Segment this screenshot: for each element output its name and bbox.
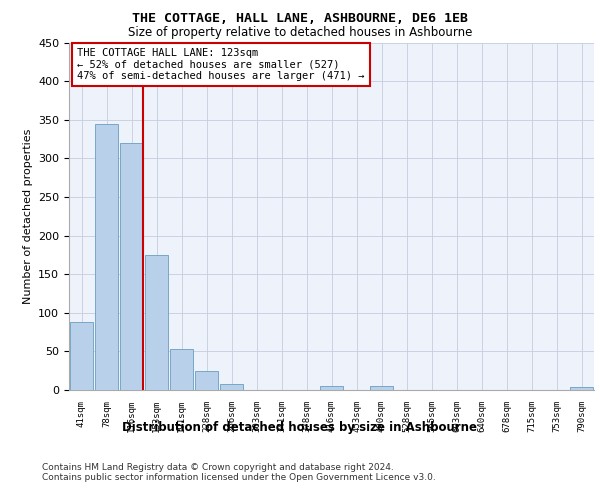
Text: Distribution of detached houses by size in Ashbourne: Distribution of detached houses by size … [122, 421, 478, 434]
Text: THE COTTAGE HALL LANE: 123sqm
← 52% of detached houses are smaller (527)
47% of : THE COTTAGE HALL LANE: 123sqm ← 52% of d… [77, 48, 364, 81]
Y-axis label: Number of detached properties: Number of detached properties [23, 128, 32, 304]
Bar [145, 255, 168, 390]
Text: THE COTTAGE, HALL LANE, ASHBOURNE, DE6 1EB: THE COTTAGE, HALL LANE, ASHBOURNE, DE6 1… [132, 12, 468, 26]
Bar [120, 143, 143, 390]
Bar [570, 387, 593, 390]
Bar [70, 322, 93, 390]
Bar [95, 124, 118, 390]
Bar [170, 349, 193, 390]
Bar [320, 386, 343, 390]
Bar [195, 370, 218, 390]
Bar [220, 384, 243, 390]
Text: Contains HM Land Registry data © Crown copyright and database right 2024.
Contai: Contains HM Land Registry data © Crown c… [42, 463, 436, 482]
Text: Size of property relative to detached houses in Ashbourne: Size of property relative to detached ho… [128, 26, 472, 39]
Bar [370, 386, 393, 390]
